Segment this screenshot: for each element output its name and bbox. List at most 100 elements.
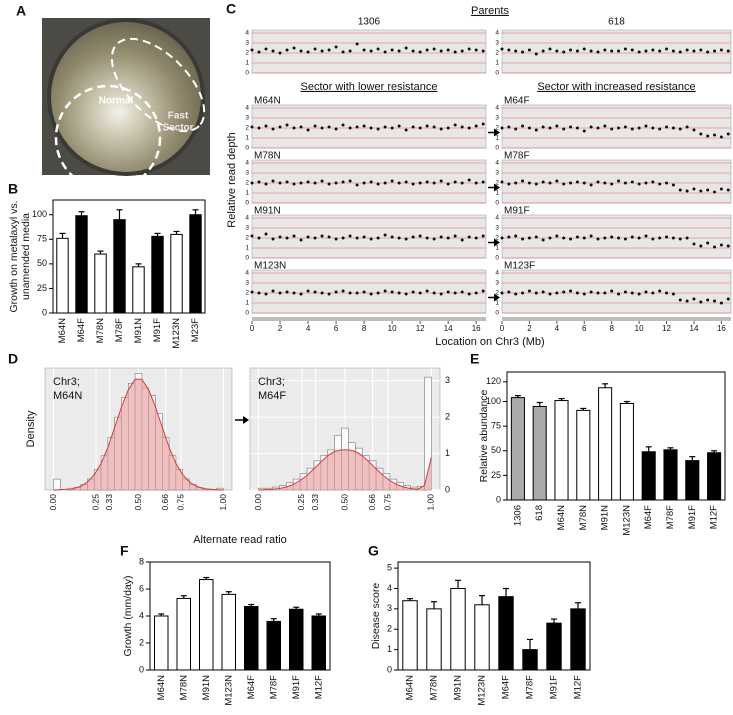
y-tick-label: 4 <box>495 160 499 167</box>
y-tick-label: 3 <box>495 115 499 122</box>
point <box>419 235 422 238</box>
x-tick-label: 1306 <box>512 505 523 526</box>
y-tick-label: 1 <box>245 60 249 67</box>
x-tick-label: M64N <box>57 318 68 343</box>
point <box>251 291 254 294</box>
point <box>279 292 282 295</box>
y-tick-label: 2 <box>245 125 249 132</box>
point <box>713 134 716 137</box>
y-tick-label: 75 <box>37 234 47 244</box>
bar <box>686 461 699 500</box>
x-tick-label: 1.00 <box>426 494 436 511</box>
point <box>384 51 387 54</box>
x-tick-label: M91F <box>152 318 163 342</box>
y-tick-label: 1 <box>495 60 499 67</box>
point <box>391 49 394 52</box>
point <box>638 183 641 186</box>
point <box>679 189 682 192</box>
y-axis-label: Relative read depth <box>226 132 238 227</box>
point <box>617 50 620 53</box>
bar <box>171 234 182 313</box>
y-tick-label: 2 <box>245 180 249 187</box>
point <box>482 235 485 238</box>
y-tick-label: 3 <box>245 115 249 122</box>
y-tick-label: 2 <box>495 235 499 242</box>
point <box>528 49 531 52</box>
point <box>555 125 558 128</box>
bar <box>155 616 169 670</box>
y-tick-label: 3 <box>245 225 249 232</box>
point <box>447 291 450 294</box>
point <box>590 50 593 53</box>
x-tick-label: 0.50 <box>133 494 143 511</box>
y-tick-label: 2 <box>495 290 499 297</box>
point <box>475 49 478 52</box>
point <box>624 291 627 294</box>
point <box>321 292 324 295</box>
point <box>644 182 647 185</box>
point <box>507 126 510 129</box>
point <box>440 293 443 296</box>
point <box>555 50 558 53</box>
y-tick-label: 0 <box>245 255 249 262</box>
x-axis-bar <box>502 317 731 321</box>
bar <box>245 607 259 670</box>
hist-bar <box>54 479 61 490</box>
point <box>314 125 317 128</box>
point <box>692 129 695 132</box>
y-tick-label: 0 <box>495 200 499 207</box>
point <box>398 182 401 185</box>
point <box>686 190 689 193</box>
point <box>307 129 310 132</box>
point <box>405 181 408 184</box>
point <box>562 291 565 294</box>
point <box>461 126 464 129</box>
point <box>617 293 620 296</box>
x-tick-label: 0.33 <box>310 494 320 511</box>
point <box>679 128 682 131</box>
group-title: Sector with increased resistance <box>537 81 695 93</box>
y-tick-label: 1 <box>495 135 499 142</box>
y-tick-label: 1 <box>495 245 499 252</box>
x-tick-label: M91N <box>453 675 464 700</box>
point <box>307 51 310 54</box>
y-tick-label: 25 <box>37 283 47 293</box>
y-tick-label: 3 <box>445 375 450 385</box>
panel-name: M78F <box>504 151 530 162</box>
bar <box>76 216 87 313</box>
point <box>555 292 558 295</box>
point <box>405 129 408 132</box>
point <box>583 182 586 185</box>
point <box>335 46 338 49</box>
point <box>335 238 338 241</box>
bar <box>152 236 163 313</box>
point <box>720 136 723 139</box>
point <box>342 181 345 184</box>
point <box>562 51 565 54</box>
y-axis-label: unamended media <box>20 213 32 300</box>
x-tick-label: 6 <box>582 324 587 333</box>
point <box>377 48 380 51</box>
bar <box>312 616 326 670</box>
panel-name: M123F <box>504 261 535 272</box>
point <box>363 49 366 52</box>
point <box>583 48 586 51</box>
point <box>300 182 303 185</box>
point <box>426 181 429 184</box>
bar <box>533 406 546 500</box>
bar <box>95 254 106 313</box>
point <box>610 50 613 53</box>
point <box>258 237 261 240</box>
y-axis-label: Relative abundance <box>478 389 490 482</box>
point <box>638 237 641 240</box>
y-tick-label: 3 <box>387 603 392 613</box>
point <box>665 126 668 129</box>
point <box>727 50 730 53</box>
x-tick-label: 0.25 <box>90 494 100 511</box>
point <box>272 128 275 131</box>
y-tick-label: 0 <box>496 494 501 504</box>
x-tick-label: 618 <box>534 505 545 521</box>
annotation: Chr3; <box>53 376 80 388</box>
point <box>370 50 373 53</box>
point <box>727 189 730 192</box>
